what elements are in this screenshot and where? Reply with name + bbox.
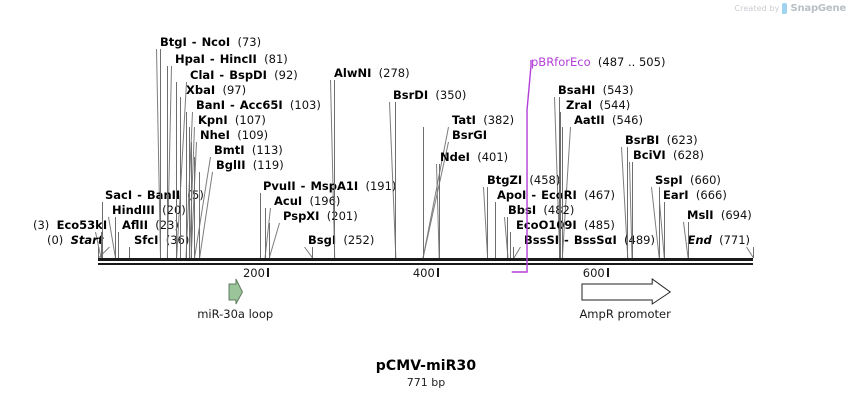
- restriction-site-tick: [117, 232, 119, 258]
- restriction-site-label: BsrDI (350): [393, 88, 467, 102]
- backbone-strand-top: [98, 258, 753, 261]
- restriction-site-label: AlwNI (278): [334, 66, 410, 80]
- ruler-tick: [606, 268, 610, 277]
- watermark-brand: SnapGene: [790, 3, 846, 14]
- restriction-site-label: BmtI (113): [214, 143, 283, 157]
- restriction-site-tick: [176, 82, 178, 258]
- restriction-site-tick: [102, 202, 104, 258]
- backbone-strand-bottom: [98, 262, 753, 265]
- restriction-site-label: ZraI (544): [566, 98, 631, 112]
- restriction-site-tick: [687, 222, 689, 258]
- restriction-site-label: NheI (109): [200, 128, 269, 142]
- restriction-site-tick: [312, 247, 314, 258]
- restriction-site-tick: [658, 187, 660, 258]
- restriction-site-label: BsaHI (543): [558, 83, 634, 97]
- restriction-site-tick: [180, 97, 182, 258]
- restriction-site-label: ClaI - BspDI (92): [190, 68, 298, 82]
- restriction-site-tick: [190, 142, 192, 258]
- restriction-site-tick: [561, 127, 563, 258]
- restriction-site-tick: [268, 223, 270, 258]
- restriction-site-label: NdeI (401): [440, 150, 509, 164]
- restriction-site-tick: [334, 80, 336, 258]
- primer-name: pBRforEco: [531, 55, 591, 69]
- feature-arrow: [228, 278, 243, 305]
- restriction-site-label: EcoO109I (485): [516, 218, 615, 232]
- title-block: pCMV-miR30 771 bp: [0, 358, 852, 389]
- restriction-site-tick: [185, 112, 187, 258]
- feature-label: AmpR promoter: [579, 307, 671, 321]
- ruler-tick: [436, 268, 440, 277]
- watermark-prefix: Created by: [734, 4, 780, 13]
- snapgene-logo-icon: [782, 3, 788, 14]
- restriction-site-tick: [753, 247, 754, 258]
- feature-arrow: [581, 278, 671, 305]
- restriction-site-label: (3) Eco53kI: [33, 218, 108, 232]
- restriction-site-label: BglII (119): [216, 158, 284, 172]
- restriction-site-tick: [166, 66, 168, 258]
- restriction-site-tick: [559, 97, 561, 258]
- restriction-site-tick: [98, 247, 99, 258]
- restriction-site-label: End (771): [687, 233, 750, 247]
- restriction-site-tick: [422, 142, 424, 258]
- restriction-site-tick: [487, 187, 489, 258]
- restriction-site-tick: [260, 193, 262, 258]
- restriction-site-tick: [199, 172, 201, 258]
- restriction-site-tick: [513, 247, 515, 258]
- restriction-site-label: SspI (660): [655, 173, 721, 187]
- restriction-site-tick: [627, 147, 629, 258]
- restriction-site-label: MslI (694): [687, 208, 752, 222]
- restriction-site-label: BciVI (628): [633, 148, 704, 162]
- restriction-site-label: KpnI (107): [198, 113, 266, 127]
- restriction-site-label: BtgI - NcoI (73): [160, 35, 262, 49]
- restriction-site-label: BtgZI (458): [487, 173, 561, 187]
- restriction-site-label: (0) Start: [47, 233, 104, 247]
- restriction-site-tick: [128, 247, 130, 258]
- restriction-site-tick: [510, 232, 512, 258]
- restriction-site-tick: [494, 202, 496, 258]
- restriction-site-tick: [395, 102, 397, 258]
- restriction-site-label: BsrBI (623): [625, 133, 698, 147]
- snapgene-watermark: Created by SnapGene: [734, 3, 846, 14]
- restriction-site-tick: [188, 127, 190, 258]
- ruler-tick: [266, 268, 270, 277]
- restriction-site-tick: [100, 232, 102, 258]
- restriction-site-label: AcuI (196): [274, 194, 341, 208]
- ruler-tick-label: 400: [412, 266, 435, 280]
- restriction-site-label: XbaI (97): [186, 83, 247, 97]
- restriction-site-label: HpaI - HincII (81): [175, 52, 288, 66]
- plasmid-backbone: [98, 258, 753, 265]
- restriction-site-label: SfcI (36): [134, 233, 190, 247]
- restriction-site-label: BsrGI: [452, 128, 487, 142]
- restriction-site-label: HindIII (20): [112, 203, 186, 217]
- restriction-site-tick: [193, 157, 195, 258]
- restriction-site-label: ApoI - EcoRI (467): [497, 188, 616, 202]
- restriction-site-label: EarI (666): [663, 188, 727, 202]
- restriction-site-tick: [438, 164, 440, 258]
- restriction-site-tick: [560, 112, 562, 258]
- primer-label: pBRforEco (487 .. 505): [531, 55, 666, 69]
- restriction-site-label: BbsI (482): [508, 203, 575, 217]
- restriction-site-tick: [663, 202, 665, 258]
- page-title: pCMV-miR30: [375, 358, 477, 374]
- restriction-site-label: BsgI (252): [308, 233, 375, 247]
- restriction-site-tick: [114, 217, 116, 258]
- ruler-tick-label: 600: [582, 266, 605, 280]
- restriction-site-tick: [160, 49, 162, 258]
- ruler-tick-label: 200: [242, 266, 265, 280]
- restriction-site-label: BanI - Acc65I (103): [196, 98, 321, 112]
- restriction-site-label: TatI (382): [452, 113, 515, 127]
- primer-connector: [511, 60, 532, 273]
- restriction-site-tick: [264, 208, 266, 258]
- restriction-site-tick: [631, 162, 633, 258]
- plasmid-size-label: 771 bp: [406, 376, 446, 389]
- restriction-site-label: AatII (546): [574, 113, 643, 127]
- feature-label: miR-30a loop: [197, 307, 274, 321]
- restriction-site-tick: [507, 217, 509, 258]
